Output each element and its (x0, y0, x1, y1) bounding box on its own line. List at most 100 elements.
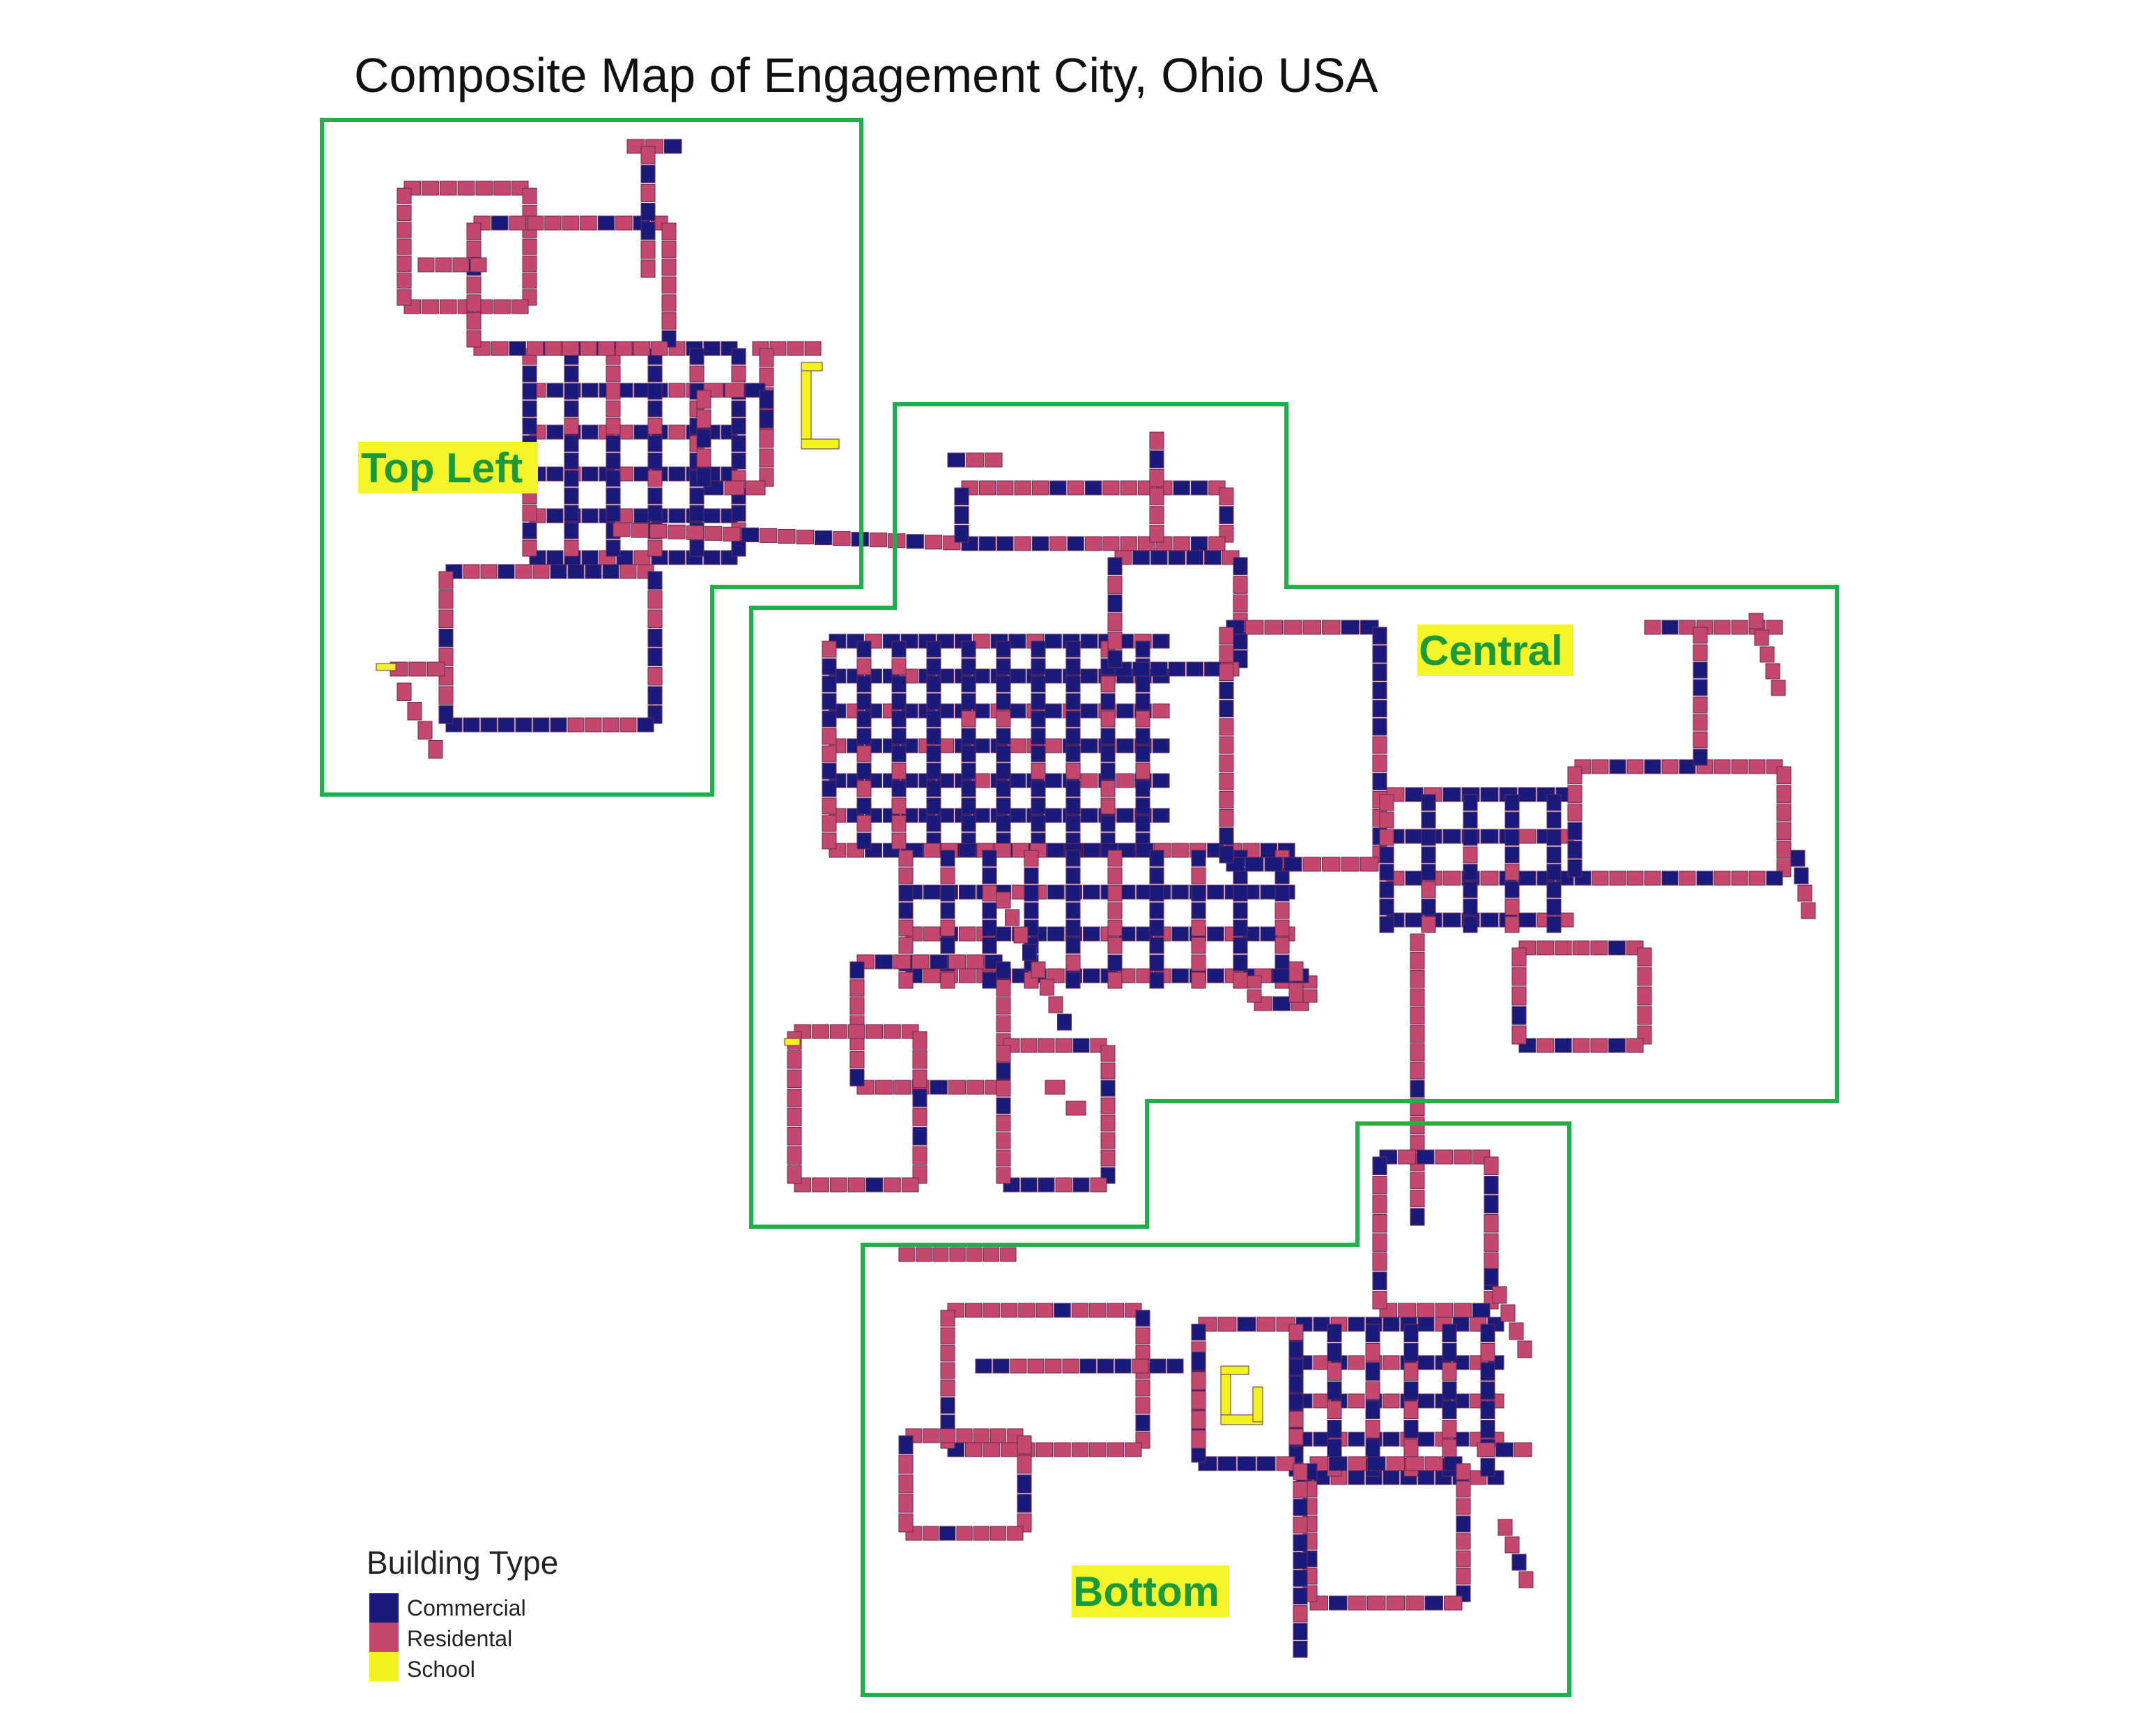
residential-building (856, 745, 872, 762)
commercial-building (996, 1062, 1011, 1080)
residential-building (1102, 536, 1120, 551)
commercial-building (898, 884, 914, 902)
residential-building (396, 238, 412, 255)
commercial-building (597, 215, 615, 231)
commercial-building (1372, 700, 1387, 718)
residential-building (457, 181, 475, 196)
commercial-building (1403, 1381, 1419, 1400)
commercial-building (1171, 884, 1189, 900)
residential-building (564, 417, 579, 435)
residential-building (787, 1069, 802, 1088)
commercial-building (1031, 710, 1046, 728)
residential-building (1517, 1340, 1532, 1358)
commercial-building (1293, 1587, 1308, 1605)
residential-building (996, 1045, 1011, 1062)
residential-building (1518, 1571, 1534, 1588)
residential-building (1191, 1429, 1206, 1449)
residential-building (580, 215, 597, 231)
residential-building (1511, 967, 1527, 986)
residential-building (787, 1050, 802, 1069)
residential-building (526, 215, 544, 231)
residential-building (833, 531, 851, 546)
commercial-building (994, 926, 1012, 942)
residential-building (966, 452, 984, 468)
legend-label-school: School (407, 1657, 475, 1682)
commercial-building (996, 780, 1011, 797)
residential-building (615, 215, 633, 231)
commercial-building (996, 536, 1014, 551)
residential-building (1410, 1025, 1425, 1043)
residential-building (1275, 902, 1290, 919)
residential-building (1383, 1393, 1400, 1409)
residential-building (1055, 1038, 1072, 1053)
commercial-building (822, 658, 837, 675)
residential-building (1776, 766, 1792, 785)
residential-building (1217, 1317, 1237, 1332)
residential-building (922, 1526, 939, 1541)
commercial-building (996, 675, 1011, 693)
commercial-building (1480, 1400, 1495, 1419)
residential-building (923, 926, 941, 942)
residential-building (470, 257, 487, 273)
commercial-building (647, 647, 663, 666)
residential-building (1013, 926, 1029, 944)
residential-building (480, 564, 498, 579)
residential-building (1102, 480, 1120, 496)
residential-building (1567, 785, 1583, 803)
residential-building (796, 530, 814, 544)
commercial-building (1245, 857, 1264, 872)
legend-label-commercial: Commercial (407, 1595, 526, 1620)
residential-building (966, 1247, 983, 1262)
commercial-building (668, 508, 686, 523)
residential-building (1456, 1533, 1471, 1550)
commercial-building (668, 466, 686, 482)
residential-building (1149, 506, 1164, 524)
commercial-building (1173, 480, 1190, 496)
commercial-building (1080, 808, 1098, 823)
commercial-building (1463, 811, 1478, 829)
residential-building (1120, 536, 1137, 551)
residential-building (912, 1107, 927, 1126)
residential-building (1379, 829, 1394, 846)
residential-building (932, 1247, 949, 1262)
residential-building (1055, 1177, 1072, 1193)
residential-building (1107, 867, 1123, 884)
residential-building (1007, 1526, 1024, 1541)
commercial-building (1495, 1442, 1514, 1457)
commercial-building (1260, 926, 1278, 942)
residential-building (1442, 1439, 1457, 1457)
residential-building (940, 1310, 955, 1327)
commercial-building (1149, 850, 1164, 867)
commercial-building (567, 564, 585, 579)
residential-building (1302, 989, 1318, 1003)
region-outline-central (749, 402, 1839, 1229)
residential-building (745, 480, 766, 496)
residential-building (1020, 1038, 1038, 1053)
commercial-building (1083, 926, 1100, 942)
commercial-building (1065, 675, 1081, 693)
commercial-building (1442, 1400, 1457, 1419)
residential-building (1100, 780, 1116, 797)
commercial-building (1017, 1474, 1032, 1494)
commercial-building (647, 571, 663, 590)
commercial-building (1421, 829, 1436, 846)
commercial-building (1480, 1381, 1495, 1400)
residential-building (1080, 773, 1098, 788)
residential-building (689, 365, 704, 383)
residential-building (1776, 803, 1792, 822)
commercial-building (947, 452, 966, 468)
residential-building (1107, 631, 1123, 650)
residential-building (606, 400, 621, 417)
residential-building (1748, 613, 1764, 629)
residential-building (1693, 714, 1708, 731)
commercial-building (1152, 634, 1170, 649)
commercial-building (996, 728, 1011, 745)
residential-building (822, 745, 837, 762)
commercial-building (1237, 1317, 1256, 1332)
commercial-building (996, 693, 1011, 710)
residential-building (1191, 954, 1206, 972)
residential-building (1731, 759, 1748, 774)
residential-building (1456, 1498, 1471, 1515)
school-building (1220, 1365, 1249, 1375)
commercial-building (522, 417, 537, 435)
